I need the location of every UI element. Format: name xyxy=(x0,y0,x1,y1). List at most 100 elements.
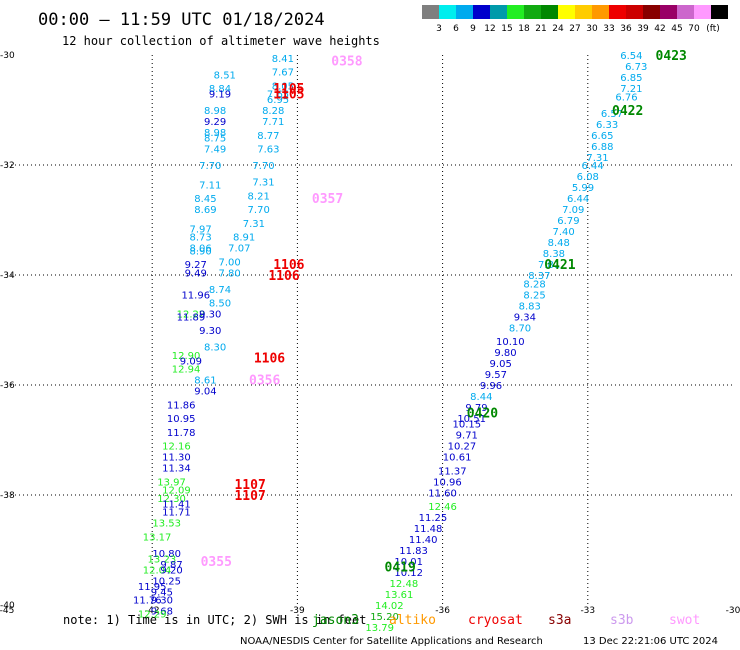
colorbar-tick: 27 xyxy=(569,24,580,34)
track-time-label: 0357 xyxy=(312,192,343,207)
wave-height-value: 8.98 xyxy=(204,128,226,139)
x-tick-label: -39 xyxy=(290,606,305,616)
wave-height-value: 11.96 xyxy=(181,290,210,301)
wave-height-value: 10.96 xyxy=(433,477,462,488)
track-time-label: 1106 xyxy=(273,258,304,273)
satellite-legend-item: s3a xyxy=(548,613,571,628)
track-time-label: 1105 xyxy=(273,82,304,97)
wave-height-value: 9.20 xyxy=(160,565,182,576)
wave-height-value: 6.88 xyxy=(591,142,613,153)
track-labels: 0358110511050357110611061106035611071107… xyxy=(201,49,687,576)
wave-height-value: 12.09 xyxy=(162,486,191,497)
wave-height-value: 7.31 xyxy=(586,153,608,164)
wave-height-value: 10.95 xyxy=(167,414,196,425)
wave-height-value: 8.51 xyxy=(214,70,236,81)
track-time-label: 0358 xyxy=(331,55,362,70)
colorbar-tick: 21 xyxy=(535,24,546,34)
colorbar-swatch xyxy=(694,5,711,19)
wave-height-value: 6.73 xyxy=(625,62,647,73)
wave-height-value: 13.23 xyxy=(148,554,177,565)
wave-height-value: 9.05 xyxy=(490,359,512,370)
track-time-label: 0421 xyxy=(544,258,575,273)
wave-height-value: 8.84 xyxy=(209,84,231,95)
wave-height-value: 7.49 xyxy=(204,145,226,156)
wave-height-value: 9.80 xyxy=(494,348,516,359)
y-tick-label: -30 xyxy=(0,51,15,61)
axis-ticks: -45 -42 -39 -36 -33 -30 -30 -32 -34 -36 -38 -40 xyxy=(0,51,740,616)
wave-height-value: 13.97 xyxy=(157,477,186,488)
wave-height-value: 11.34 xyxy=(162,464,191,475)
wave-height-value: 9.29 xyxy=(204,117,226,128)
wave-height-value: 11.95 xyxy=(138,582,167,593)
wave-height-value: 15.20 xyxy=(370,612,399,623)
track-time-label: 0419 xyxy=(385,561,416,576)
wave-height-value: 11.41 xyxy=(162,499,191,510)
wave-height-value: 7.81 xyxy=(538,260,560,271)
wave-height-value: 13.53 xyxy=(152,519,181,530)
colorbar-swatch xyxy=(422,5,439,19)
wave-height-value: 9.09 xyxy=(180,356,202,367)
wave-height-value: 8.28 xyxy=(262,106,284,117)
y-tick-label: -34 xyxy=(0,271,15,281)
wave-height-value: 8.73 xyxy=(189,233,211,244)
colorbar-swatch xyxy=(473,5,490,19)
wave-height-value: 9.79 xyxy=(465,403,487,414)
wave-height-value: 8.83 xyxy=(519,301,541,312)
colorbar-tick: 45 xyxy=(671,24,682,34)
wave-height-value: 8.90 xyxy=(189,246,211,257)
track-time-label: 0420 xyxy=(467,407,498,422)
colorbar-swatch xyxy=(490,5,507,19)
colorbar-tick: 9 xyxy=(470,24,476,34)
wave-height-value: 9.19 xyxy=(209,90,231,101)
wave-height-value: 9.45 xyxy=(151,587,173,598)
footer-credit: NOAA/NESDIS Center for Satellite Applica… xyxy=(240,636,543,647)
wave-height-value: 7.21 xyxy=(620,84,642,95)
colorbar-tick: 24 xyxy=(552,24,564,34)
wave-height-value: 6.57 xyxy=(601,109,623,120)
colorbar-swatch xyxy=(711,5,728,19)
wave-height-value: 7.80 xyxy=(219,268,241,279)
wave-height-value: 11.71 xyxy=(162,508,191,519)
wave-height-value: 8.70 xyxy=(509,323,531,334)
colorbar-tick: 18 xyxy=(518,24,530,34)
wave-height-value: 12.30 xyxy=(157,494,186,505)
wave-height-value: 6.33 xyxy=(596,120,618,131)
wave-height-value: 7.70 xyxy=(252,161,274,172)
colorbar-legend: 3 6 9 12 15 18 21 24 27 30 33 36 39 42 45 70 (ft) xyxy=(422,5,728,34)
wave-height-value: 6.79 xyxy=(557,216,579,227)
wave-height-value: 7.65 xyxy=(267,90,289,101)
wave-height-value: 9.87 xyxy=(160,560,182,571)
wave-height-value: 8.41 xyxy=(272,54,294,65)
wave-height-value: 7.11 xyxy=(199,180,221,191)
wave-height-value: 10.01 xyxy=(394,557,423,568)
track-time-label: 1106 xyxy=(268,269,299,284)
grid-lines xyxy=(7,55,733,605)
wave-height-value: 6.44 xyxy=(582,161,604,172)
wave-height-value: 7.97 xyxy=(189,224,211,235)
wave-height-value: 12.16 xyxy=(162,442,191,453)
wave-height-value: 8.37 xyxy=(528,271,550,282)
colorbar-tick: (ft) xyxy=(706,24,720,34)
wave-height-value: 12.29 xyxy=(138,609,167,620)
wave-height-value: 11.48 xyxy=(414,524,443,535)
wave-height-value: 8.25 xyxy=(523,290,545,301)
wave-height-value: 6.08 xyxy=(577,172,599,183)
wave-height-value: 8.91 xyxy=(233,233,255,244)
data-points: 8.41 7.67 8.51 8.05 8.849.19 7.656.95 8.98 8.28… xyxy=(133,51,647,634)
colorbar-tick: 33 xyxy=(603,24,614,34)
footer-timestamp: 13 Dec 22:21:06 UTC 2024 xyxy=(583,636,718,647)
satellite-legend: jason3 altiko cryosat s3a s3b swot xyxy=(312,613,700,628)
wave-height-value: 6.65 xyxy=(591,131,613,142)
colorbar-swatch xyxy=(507,5,524,19)
track-time-label: 1105 xyxy=(273,88,304,103)
wave-height-value: 9.34 xyxy=(514,312,536,323)
colorbar-tick: 3 xyxy=(436,24,442,34)
wave-height-value: 8.44 xyxy=(470,392,492,403)
wave-height-value: 8.28 xyxy=(523,279,545,290)
wave-height-value: 10.25 xyxy=(152,576,181,587)
satellite-legend-item: jason3 xyxy=(312,613,359,628)
plot-area: -45 -42 -39 -36 -33 -30 -30 -32 -34 -36 -38 -40 8.4… xyxy=(0,49,740,634)
wave-height-value: 9.04 xyxy=(194,387,216,398)
wave-height-value: 9.30 xyxy=(199,326,221,337)
wave-height-value: 12.22 xyxy=(177,310,206,321)
